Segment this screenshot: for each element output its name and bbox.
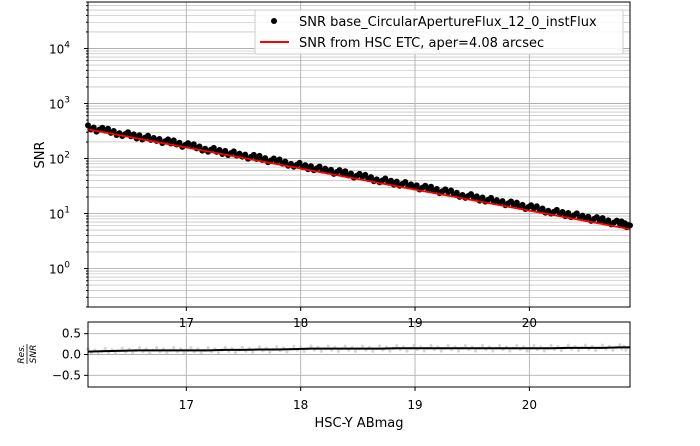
residual-point	[498, 344, 502, 348]
residual-point	[120, 346, 124, 350]
residual-point	[583, 343, 588, 347]
residual-point	[233, 350, 238, 355]
legend-label-line: SNR from HSC ETC, aper=4.08 arcsec	[299, 36, 544, 51]
top-marks	[85, 122, 633, 231]
y-tick-label: 0.5	[62, 327, 81, 341]
y-tick-label: 100	[49, 261, 70, 277]
residual-point	[155, 346, 159, 350]
residual-point	[275, 345, 279, 349]
residual-point	[480, 344, 485, 348]
residual-point	[600, 343, 605, 347]
residual-point	[566, 343, 570, 347]
legend-marker-dot-icon	[271, 18, 277, 24]
residual-point	[302, 349, 306, 354]
residual-point	[285, 350, 289, 354]
bottom-ylabel-denominator: SNR	[29, 345, 39, 364]
model-line	[87, 128, 631, 231]
bottom-grid	[88, 322, 630, 387]
residual-point	[319, 349, 323, 353]
bottom-ylabel-numerator: Res.	[17, 344, 27, 363]
residual-point	[463, 344, 467, 348]
x-tick-label: 19	[407, 398, 422, 412]
residual-point	[103, 346, 107, 351]
residual-point	[594, 348, 598, 353]
residual-point	[576, 348, 581, 353]
residual-point	[343, 344, 347, 348]
residual-point	[353, 349, 358, 353]
top-ylabel: SNR	[33, 141, 48, 168]
x-tick-label: 20	[522, 398, 537, 412]
residual-point	[515, 344, 519, 348]
residual-point	[549, 344, 553, 348]
residual-point	[148, 351, 152, 355]
legend-box	[254, 9, 624, 55]
residual-point	[165, 351, 169, 355]
residual-point	[223, 345, 227, 349]
legend: SNR base_CircularApertureFlux_12_0_instF…	[254, 9, 624, 55]
residual-point	[474, 349, 478, 353]
residual-point	[624, 348, 628, 352]
residual-point	[206, 346, 210, 350]
residual-point	[439, 349, 443, 353]
residual-point	[429, 344, 433, 348]
residual-point	[251, 350, 255, 354]
residual-point	[525, 349, 529, 353]
y-tick-label: 104	[49, 40, 70, 56]
residual-point	[326, 344, 330, 348]
y-tick-label: 0.0	[62, 348, 81, 362]
residual-point	[559, 349, 563, 353]
residual-point	[532, 344, 536, 348]
residual-point	[292, 344, 296, 349]
residual-point	[257, 345, 262, 349]
residual-point	[371, 349, 375, 353]
residual-point	[508, 349, 512, 353]
residual-point	[309, 344, 313, 348]
y-tick-label: 103	[49, 96, 70, 112]
x-tick-label: 18	[293, 398, 308, 412]
y-tick-label: 101	[49, 206, 70, 222]
residual-point	[405, 349, 409, 353]
residual-point	[137, 346, 142, 350]
top-axes-frame	[87, 1, 631, 308]
bottom-xlabel: HSC-Y ABmag	[314, 416, 403, 431]
bottom-marks	[86, 343, 630, 356]
residual-point	[412, 344, 416, 348]
residual-point	[542, 349, 546, 353]
residual-point	[240, 345, 244, 349]
residual-point	[422, 349, 426, 353]
residual-line	[87, 346, 630, 353]
residual-point	[268, 350, 272, 354]
residual-point	[199, 351, 203, 355]
bottom-ticks: 0.5 0.0 −0.5 17 18 19 20	[52, 327, 537, 412]
residual-point	[611, 348, 615, 352]
residual-point	[618, 343, 622, 347]
residual-point	[336, 349, 341, 353]
residual-point	[456, 349, 461, 353]
residual-point	[96, 352, 100, 356]
residual-point	[377, 344, 382, 348]
legend-label-scatter: SNR base_CircularApertureFlux_12_0_instF…	[299, 15, 597, 30]
residual-point	[216, 351, 220, 355]
y-tick-label: 102	[49, 151, 70, 167]
residual-point	[130, 351, 135, 355]
residual-point	[491, 349, 495, 353]
residual-point	[189, 346, 193, 350]
y-tick-label: −0.5	[52, 368, 81, 382]
residual-point	[360, 344, 365, 348]
residual-point	[113, 351, 118, 356]
residual-point	[446, 344, 450, 348]
residual-point	[388, 349, 392, 353]
residual-point	[182, 351, 186, 355]
residual-point	[172, 346, 176, 350]
residual-point	[395, 344, 399, 348]
x-tick-label: 17	[179, 398, 194, 412]
bottom-ylabel: Res. SNR	[17, 344, 39, 364]
